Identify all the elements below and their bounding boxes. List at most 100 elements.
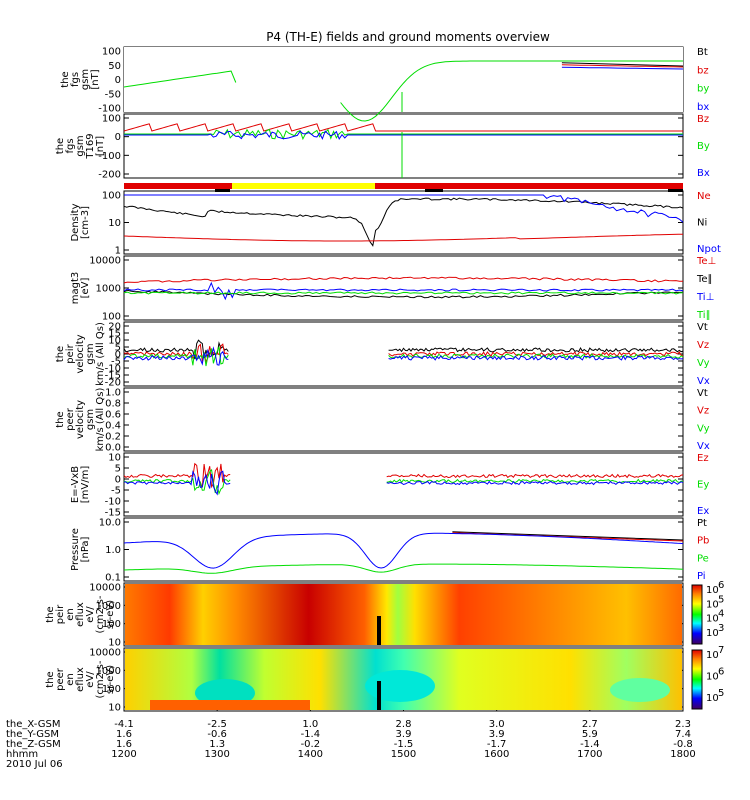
legend-entry: bz (697, 65, 709, 76)
y-tick-label: 100 (102, 191, 121, 202)
y-tick-label: 0.2 (105, 432, 121, 443)
legend-entry: Ti⊥ (696, 292, 714, 303)
series-Vy (388, 353, 684, 359)
spectrogram-gap (377, 681, 381, 710)
y-axis-label-line: eflux (75, 667, 86, 692)
y-tick-label: 0 (115, 350, 121, 361)
y-tick-label: 15 (108, 329, 121, 340)
y-axis-label-line: km/s (All Qs) (95, 322, 106, 386)
series-bz (561, 64, 684, 68)
legend-entry: bx (697, 102, 709, 113)
y-axis-label-efield: E=-VxB [mV/m] (70, 466, 91, 504)
colorbar-exponent: 7 (718, 645, 724, 656)
y-tick-label: 10 (108, 218, 121, 229)
panel-bg (124, 47, 683, 112)
series-By (124, 128, 683, 141)
legend-entry: Te∥ (696, 274, 713, 285)
y-axis-label-line: gsm (75, 135, 86, 156)
series-by (123, 70, 237, 88)
y-axis-label-line: [cm-3] (80, 206, 91, 239)
y-axis-label-line: km/s (All Qs) (95, 388, 106, 452)
x-row-value: 1600 (484, 749, 509, 760)
y-axis-label-line: E=-VxB (70, 466, 81, 503)
y-tick-label: 1.0 (105, 545, 121, 556)
x-row-value: 2.3 (675, 719, 691, 730)
colorbar-label: 10 (706, 693, 719, 704)
y-tick-label: 10 (108, 453, 121, 464)
y-tick-label: -5 (111, 486, 121, 497)
legend-entry: Ti∥ (696, 310, 711, 321)
y-tick-label: 100 (102, 47, 121, 58)
series-by (340, 60, 683, 122)
colorbar-exponent: 4 (718, 609, 724, 620)
y-tick-label: 0.1 (105, 573, 121, 584)
y-axis-label-line: T169 (85, 133, 96, 159)
y-tick-label: 0.6 (105, 410, 121, 421)
series-Pi (123, 532, 684, 569)
y-tick-label: 5 (115, 464, 121, 475)
x-row-value: 1200 (111, 749, 136, 760)
y-axis-label-line: en (65, 673, 76, 686)
colorbar-peir-spec (691, 584, 703, 645)
spectrogram-gap (377, 616, 381, 645)
y-axis-label-line: magt3 (70, 272, 81, 305)
x-row-value: 1400 (298, 749, 323, 760)
y-tick-label: 0.0 (105, 443, 121, 454)
y-axis-label-line: the (55, 346, 66, 362)
legend-entry: by (697, 84, 709, 95)
y-axis-label-line: [eV] (80, 278, 91, 299)
y-axis-label-peir-vel: the peir velocity gsm km/s (All Qs) (55, 322, 106, 386)
y-axis-label-line: sr-eV) (105, 600, 116, 629)
y-axis-label-line: eV/ (85, 606, 96, 623)
series-bx (561, 66, 684, 70)
y-axis-label-line: [mV/m] (80, 466, 91, 504)
y-axis-label-line: sr-eV) (105, 665, 116, 694)
x-row-value: 1800 (670, 749, 695, 760)
x-row-value: -4.1 (114, 719, 134, 730)
x-row-value: -1.5 (394, 739, 414, 750)
x-row-value: 7.4 (675, 729, 691, 740)
y-axis-label-line: en (65, 608, 76, 621)
y-axis-label-line: peir (55, 604, 66, 624)
x-row-value: 1.6 (116, 729, 132, 740)
y-axis-label-density: Density [cm-3] (70, 203, 91, 241)
x-row-value: -0.2 (301, 739, 321, 750)
y-axis-label-peer-spec: the peer en eflux eV/(cm2-s-sr-eV) (45, 660, 116, 698)
y-axis-label-line: gsm (80, 69, 91, 90)
y-axis-label-line: gsm (85, 343, 96, 364)
colorbar-peer-spec (691, 649, 703, 710)
panel-frame-efield (123, 452, 684, 517)
y-tick-label: -5 (111, 357, 121, 368)
series-Vy (123, 346, 229, 367)
series-Ne (123, 233, 684, 242)
colorbar-label: 10 (706, 599, 719, 610)
colorbar-label: 10 (706, 672, 719, 683)
panel-frame-fgs-t169 (123, 113, 684, 179)
legend-entry: Vz (697, 340, 709, 351)
x-row-label: the_X-GSM (6, 719, 60, 730)
y-axis-label-line: velocity (75, 400, 86, 439)
legend-entry: By (697, 141, 710, 152)
colorbar-label: 10 (706, 614, 719, 625)
colorbar-label: 10 (706, 628, 719, 639)
x-row-value: 1700 (577, 749, 602, 760)
y-tick-label: 1000 (96, 284, 121, 295)
panel-frame-pressure (123, 517, 684, 582)
legend-entry: Vx (697, 441, 710, 452)
x-row-value: -1.4 (580, 739, 600, 750)
x-row-value: -0.6 (207, 729, 227, 740)
y-tick-label: 0 (115, 475, 121, 486)
series-Vx (388, 354, 684, 361)
series-Ey (123, 468, 231, 496)
x-row-value: 3.9 (489, 729, 505, 740)
y-tick-label: 50 (108, 61, 121, 72)
colorbar-exponent: 6 (718, 667, 724, 678)
spectrogram-blob (610, 678, 670, 702)
series-Pt (452, 531, 684, 541)
y-axis-label-line: Density (70, 203, 81, 241)
legend-entry: Vx (697, 376, 710, 387)
y-tick-label: -20 (105, 378, 121, 389)
series-Vt (388, 346, 684, 353)
x-row-value: 1500 (391, 749, 416, 760)
y-tick-label: 5 (115, 343, 121, 354)
